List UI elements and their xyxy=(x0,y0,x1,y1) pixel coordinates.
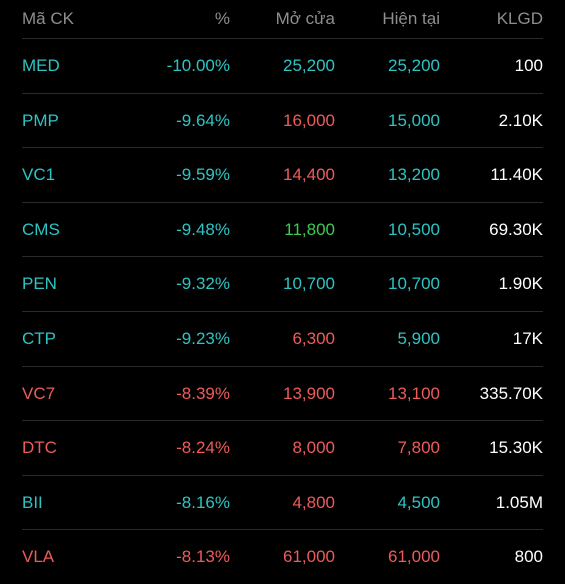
percent-change-cell: -9.32% xyxy=(176,274,230,294)
volume-cell: 69.30K xyxy=(489,219,543,239)
volume-cell: 100 xyxy=(514,56,543,75)
row-divider xyxy=(22,201,543,203)
row-divider xyxy=(22,474,543,476)
table-row[interactable]: DTC -8.24% 8,000 7,800 15.30K xyxy=(0,421,565,475)
open-price-cell: 10,700 xyxy=(283,274,335,294)
volume-cell: 2.10K xyxy=(498,110,543,130)
symbol-cell: CMS xyxy=(22,219,60,239)
open-price-cell: 11,800 xyxy=(284,219,335,239)
percent-change-cell: -9.23% xyxy=(176,329,230,348)
header-volume[interactable]: KLGD xyxy=(496,9,543,28)
table-row[interactable]: CMS -9.48% 11,800 10,500 69.30K xyxy=(0,203,565,257)
row-divider xyxy=(22,38,543,39)
open-price-cell: 16,000 xyxy=(283,110,335,130)
open-price-cell: 25,200 xyxy=(283,56,335,75)
percent-change-cell: -9.48% xyxy=(176,219,230,239)
percent-change-cell: -10.00% xyxy=(166,56,230,75)
table-row[interactable]: VC7 -8.39% 13,900 13,100 335.70K xyxy=(0,367,565,421)
current-price-cell: 5,900 xyxy=(397,329,440,348)
volume-cell: 15.30K xyxy=(489,438,543,458)
current-price-cell: 15,000 xyxy=(388,110,440,130)
current-price-cell: 13,100 xyxy=(388,383,440,403)
volume-cell: 800 xyxy=(514,547,543,567)
table-row[interactable]: PMP -9.64% 16,000 15,000 2.10K xyxy=(0,94,565,148)
open-price-cell: 14,400 xyxy=(283,165,335,185)
symbol-cell: VC1 xyxy=(22,165,56,185)
volume-cell: 335.70K xyxy=(479,383,543,403)
current-price-cell: 10,500 xyxy=(388,219,440,239)
row-divider xyxy=(22,420,543,422)
volume-cell: 11.40K xyxy=(490,165,543,185)
header-percent[interactable]: % xyxy=(214,9,230,28)
symbol-cell: PMP xyxy=(22,110,59,130)
percent-change-cell: -8.39% xyxy=(176,383,230,403)
open-price-cell: 4,800 xyxy=(292,492,335,512)
row-divider xyxy=(22,311,543,312)
table-row[interactable]: BII -8.16% 4,800 4,500 1.05M xyxy=(0,476,565,530)
row-divider xyxy=(22,92,543,94)
percent-change-cell: -8.24% xyxy=(176,438,230,458)
percent-change-cell: -8.16% xyxy=(176,492,230,512)
current-price-cell: 10,700 xyxy=(388,274,440,294)
current-price-cell: 4,500 xyxy=(397,492,440,512)
symbol-cell: CTP xyxy=(22,329,56,348)
open-price-cell: 6,300 xyxy=(292,329,335,348)
open-price-cell: 8,000 xyxy=(292,438,335,458)
symbol-cell: MED xyxy=(22,56,60,75)
symbol-cell: PEN xyxy=(22,274,57,294)
header-symbol[interactable]: Mã CK xyxy=(22,9,74,28)
header-open-price[interactable]: Mở cửa xyxy=(275,9,335,28)
row-divider xyxy=(22,147,543,149)
symbol-cell: BII xyxy=(22,492,43,512)
percent-change-cell: -9.64% xyxy=(176,110,230,130)
open-price-cell: 61,000 xyxy=(283,547,335,567)
volume-cell: 1.05M xyxy=(495,492,543,512)
current-price-cell: 13,200 xyxy=(388,165,440,185)
percent-change-cell: -8.13% xyxy=(176,547,230,567)
current-price-cell: 61,000 xyxy=(388,547,440,567)
current-price-cell: 7,800 xyxy=(397,438,440,458)
table-row[interactable]: VC1 -9.59% 14,400 13,200 11.40K xyxy=(0,148,565,202)
row-divider xyxy=(22,256,543,258)
table-row[interactable]: CTP -9.23% 6,300 5,900 17K xyxy=(0,312,565,366)
symbol-cell: VC7 xyxy=(22,383,56,403)
row-divider xyxy=(22,529,543,531)
symbol-cell: VLA xyxy=(22,547,55,567)
header-current-price[interactable]: Hiện tại xyxy=(382,9,440,28)
volume-cell: 17K xyxy=(512,329,543,348)
table-header: Mã CK % Mở cửa Hiện tại KLGD xyxy=(0,0,565,38)
table-row[interactable]: VLA -8.13% 61,000 61,000 800 xyxy=(0,530,565,584)
table-row[interactable]: MED -10.00% 25,200 25,200 100 xyxy=(0,39,565,93)
volume-cell: 1.90K xyxy=(498,274,543,294)
row-divider xyxy=(22,365,543,367)
open-price-cell: 13,900 xyxy=(283,383,335,403)
percent-change-cell: -9.59% xyxy=(176,165,230,185)
table-row[interactable]: PEN -9.32% 10,700 10,700 1.90K xyxy=(0,257,565,311)
current-price-cell: 25,200 xyxy=(388,56,440,75)
symbol-cell: DTC xyxy=(22,438,57,458)
